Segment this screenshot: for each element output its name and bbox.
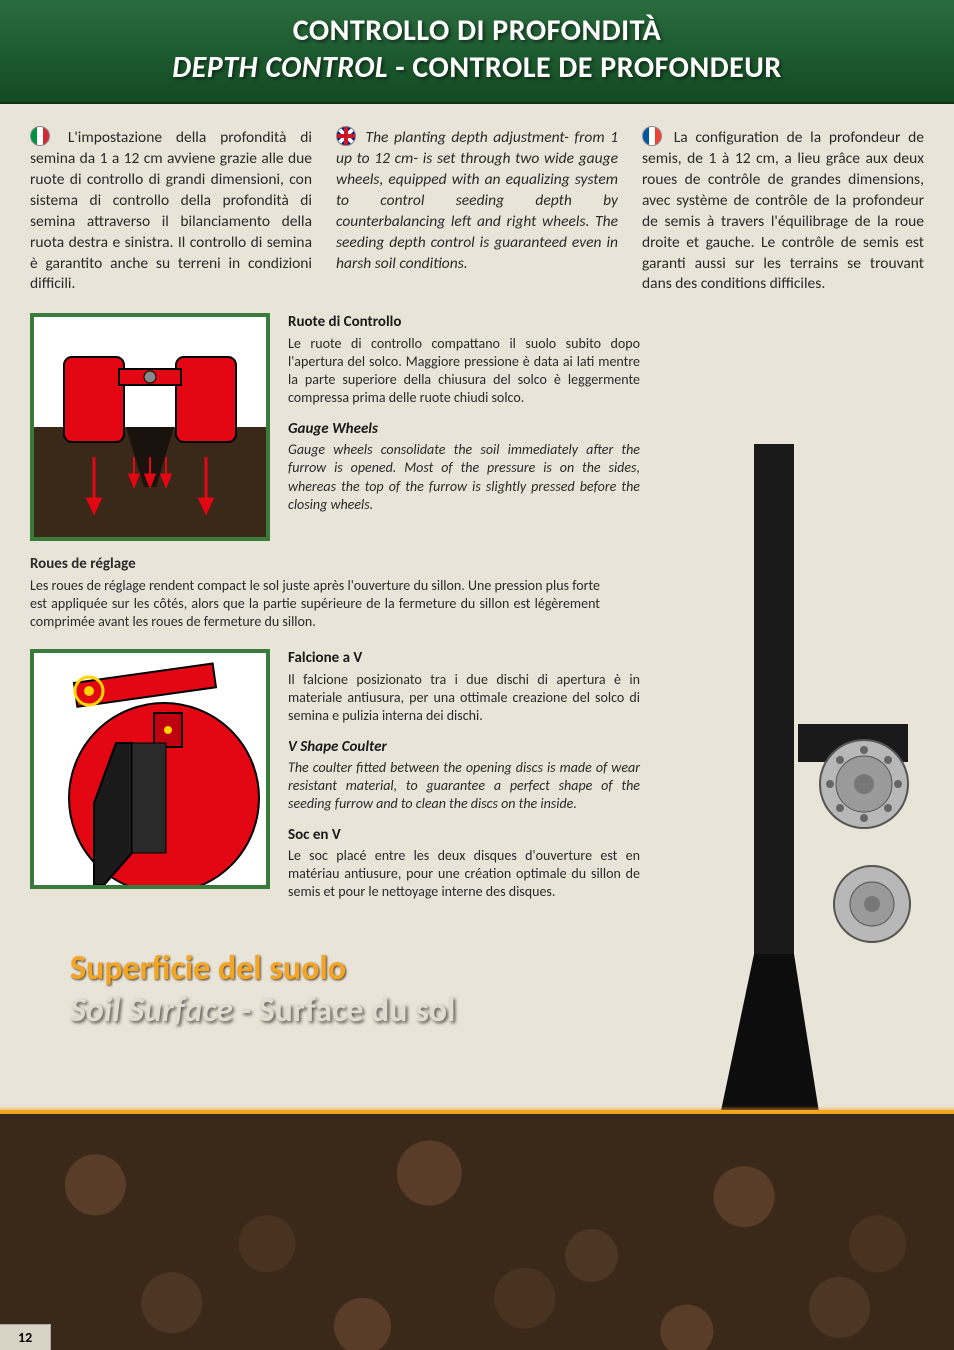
soil-title-fr: Surface du sol [259,990,456,1031]
coulter-title-fr: Soc en V [288,826,640,846]
section-coulter-row: Falcione a V Il falcione posizionato tra… [30,649,640,913]
diagram-coulter [30,649,270,889]
section-gauge-row: Ruote di Controllo Le ruote di controllo… [30,313,640,541]
gauge-body-en: Gauge wheels consolidate the soil immedi… [288,441,640,514]
header-title-it: CONTROLLO DI PROFONDITÀ [0,12,954,49]
gauge-title-fr: Roues de réglage [30,555,600,575]
gauge-title-en: Gauge Wheels [288,420,640,440]
gauge-body-it: Le ruote di controllo compattano il suol… [288,335,640,408]
soil-texture-band [0,1110,954,1350]
intro-col-fr: La configuration de la profondeur de sem… [642,126,924,295]
soil-title-band: Superficie del suolo Soil Surface - Surf… [30,928,640,1053]
flag-fr-icon [642,126,662,146]
intro-col-en: The planting depth adjustment- from 1 up… [336,126,618,295]
page-number: 12 [0,1324,51,1350]
header-title-en: DEPTH CONTROL [172,49,388,86]
flag-uk-icon [336,126,356,146]
header-banner: CONTROLLO DI PROFONDITÀ DEPTH CONTROL - … [0,0,954,104]
section-gauge-text: Ruote di Controllo Le ruote di controllo… [288,313,640,526]
page-body: L'impostazione della profondità di semin… [0,104,954,1053]
flag-it-icon [30,126,50,146]
coulter-title-en: V Shape Coulter [288,738,640,758]
coulter-body-fr: Le soc placé entre les deux disques d'ou… [288,847,640,902]
soil-title-sub: Soil Surface - Surface du sol [70,990,600,1033]
gauge-title-it: Ruote di Controllo [288,313,640,333]
coulter-body-it: Il falcione posizionato tra i due dischi… [288,671,640,726]
soil-title-en: Soil Surface [70,990,233,1031]
diagram-gauge-wheels [30,313,270,541]
coulter-title-it: Falcione a V [288,649,640,669]
coulter-body-en: The coulter fitted between the opening d… [288,759,640,814]
intro-columns: L'impostazione della profondità di semin… [30,126,924,295]
intro-col-it: L'impostazione della profondità di semin… [30,126,312,295]
header-title-sub: DEPTH CONTROL - CONTROLE DE PROFONDEUR [0,49,954,86]
gauge-fr-block: Roues de réglage Les roues de réglage re… [30,555,600,631]
section-coulter-text: Falcione a V Il falcione posizionato tra… [288,649,640,913]
gauge-body-fr: Les roues de réglage rendent compact le … [30,577,600,632]
header-title-fr: CONTROLE DE PROFONDEUR [412,49,781,86]
soil-title-it: Superficie del suolo [70,948,600,991]
